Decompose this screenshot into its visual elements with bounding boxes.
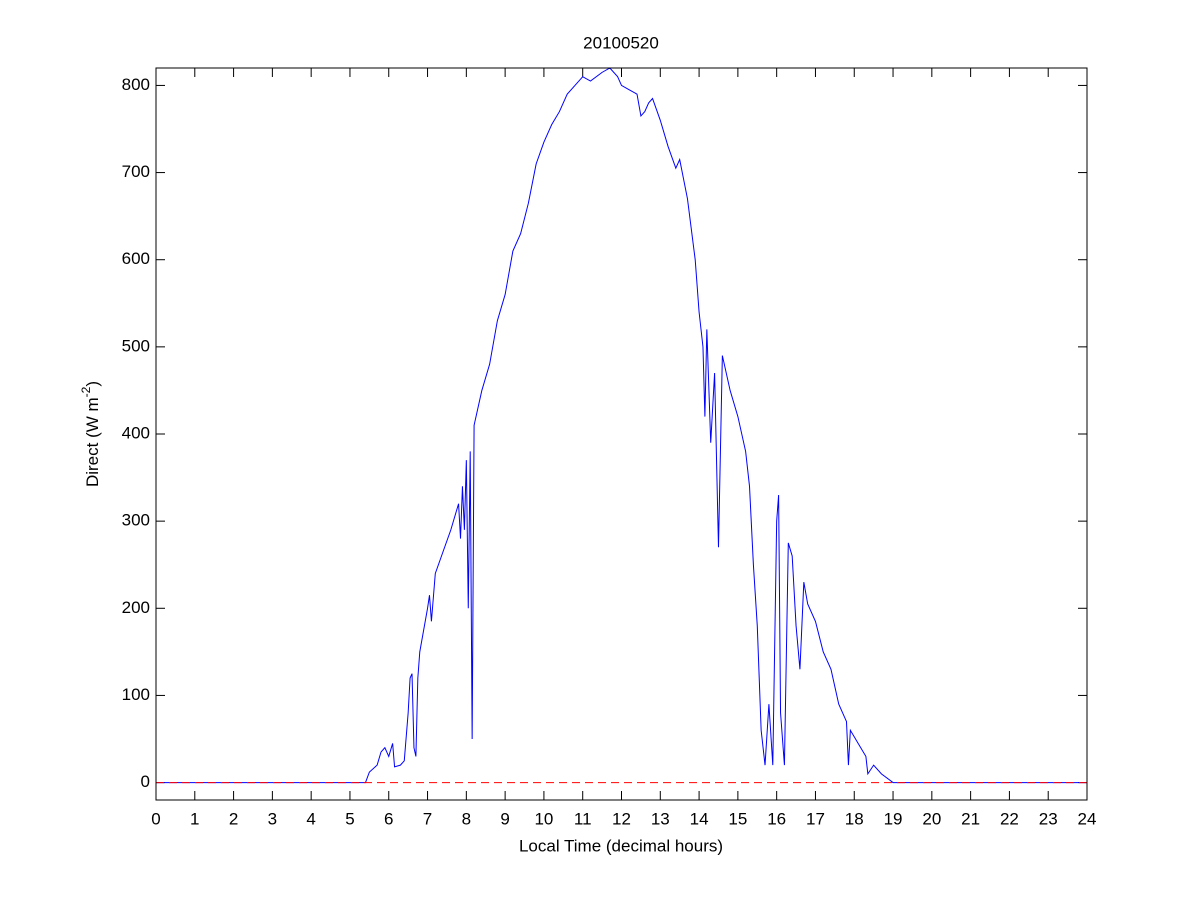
x-tick-label: 12	[612, 809, 631, 828]
y-tick-label: 500	[122, 336, 150, 355]
y-label-end: )	[83, 381, 102, 387]
x-tick-label: 3	[268, 809, 277, 828]
y-axis-label: Direct (W m-2)	[79, 381, 102, 487]
x-tick-label: 4	[306, 809, 315, 828]
x-tick-label: 10	[534, 809, 553, 828]
x-tick-label: 9	[500, 809, 509, 828]
y-tick-label: 300	[122, 511, 150, 530]
x-tick-label: 8	[462, 809, 471, 828]
chart-title: 20100520	[583, 33, 659, 52]
x-tick-label: 15	[728, 809, 747, 828]
x-tick-label: 23	[1039, 809, 1058, 828]
x-tick-label: 21	[961, 809, 980, 828]
x-tick-label: 20	[922, 809, 941, 828]
y-tick-label: 0	[141, 772, 150, 791]
x-tick-label: 18	[845, 809, 864, 828]
x-tick-label: 7	[423, 809, 432, 828]
y-tick-label: 600	[122, 249, 150, 268]
x-tick-label: 22	[1000, 809, 1019, 828]
y-label-sup: -2	[79, 386, 93, 397]
y-tick-label: 800	[122, 75, 150, 94]
plot-frame	[155, 67, 1088, 801]
y-tick-label: 100	[122, 685, 150, 704]
x-tick-label: 17	[806, 809, 825, 828]
x-tick-label: 13	[651, 809, 670, 828]
x-tick-label: 19	[884, 809, 903, 828]
y-label-text: Direct (W m	[83, 397, 102, 487]
x-tick-label: 6	[384, 809, 393, 828]
y-tick-label: 200	[122, 598, 150, 617]
x-axis-label: Local Time (decimal hours)	[519, 836, 723, 855]
x-tick-label: 11	[574, 809, 592, 828]
x-tick-label: 1	[190, 809, 199, 828]
y-tick-label: 700	[122, 162, 150, 181]
x-tick-label: 0	[151, 809, 160, 828]
x-tick-label: 16	[767, 809, 786, 828]
x-tick-label: 5	[345, 809, 354, 828]
x-tick-label: 24	[1078, 809, 1097, 828]
y-tick-label: 400	[122, 423, 150, 442]
data-line	[156, 67, 1087, 784]
x-tick-label: 2	[229, 809, 238, 828]
x-tick-label: 14	[690, 809, 709, 828]
